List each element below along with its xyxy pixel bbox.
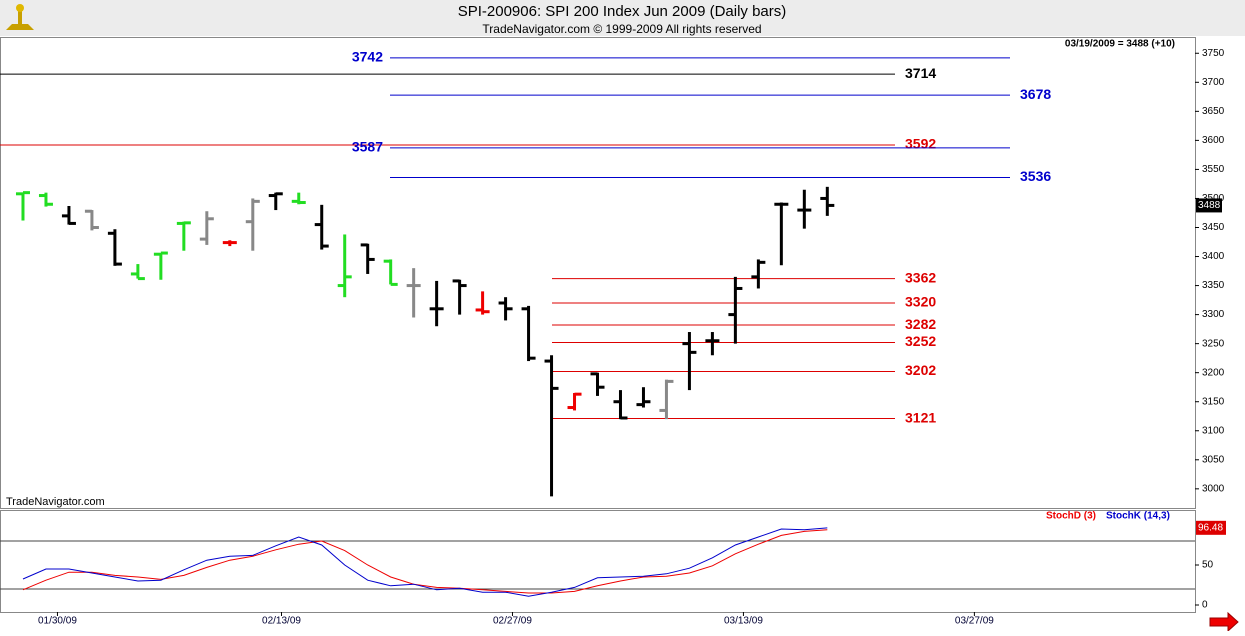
level-label: 3678 [1020, 86, 1051, 102]
level-label: 3587 [352, 139, 383, 155]
level-label: 3282 [905, 316, 936, 332]
indicator-line [22, 527, 828, 597]
y-tick-label: 3000 [1202, 483, 1225, 494]
y-tick-label: 0 [1202, 600, 1208, 611]
chart-subtitle: TradeNavigator.com © 1999-2009 All right… [482, 22, 761, 36]
legend-entry: StochK (14,3) [1106, 511, 1170, 522]
last-price-box [1196, 198, 1222, 213]
y-tick-label: 3200 [1202, 367, 1225, 378]
y-tick-label: 3350 [1202, 280, 1225, 291]
price-panel [0, 37, 1196, 509]
level-label: 3320 [905, 294, 936, 310]
indicator-line [22, 529, 828, 594]
y-tick-label: 3450 [1202, 222, 1225, 233]
indicator-panel [0, 510, 1196, 613]
level-label: 3742 [352, 49, 383, 65]
scroll-arrow[interactable] [1209, 611, 1239, 633]
legend-entry: StochD (3) [1046, 511, 1096, 522]
indicator-value-label: 96.48 [1198, 522, 1223, 533]
level-label: 3202 [905, 362, 936, 378]
logo [6, 4, 34, 30]
watermark: TradeNavigator.com [6, 496, 105, 508]
indicator-value-box [1196, 520, 1226, 535]
chart-title: SPI-200906: SPI 200 Index Jun 2009 (Dail… [458, 3, 787, 20]
y-tick-label: 3250 [1202, 338, 1225, 349]
y-tick-label: 3750 [1202, 48, 1225, 59]
y-tick-label: 3100 [1202, 425, 1225, 436]
level-label: 3536 [1020, 168, 1051, 184]
level-label: 3121 [905, 409, 936, 425]
level-label: 3362 [905, 269, 936, 285]
y-tick-label: 3550 [1202, 164, 1225, 175]
level-label: 3592 [905, 136, 936, 152]
y-tick-label: 3150 [1202, 396, 1225, 407]
y-tick-label: 3400 [1202, 251, 1225, 262]
y-tick-label: 3700 [1202, 77, 1225, 88]
last-price-label: 3488 [1198, 200, 1221, 211]
y-tick-label: 50 [1202, 560, 1214, 571]
level-label: 3252 [905, 333, 936, 349]
x-tick-label: 01/30/09 [38, 616, 77, 627]
y-tick-label: 3600 [1202, 135, 1225, 146]
y-tick-label: 3050 [1202, 454, 1225, 465]
header [0, 0, 1245, 36]
x-tick-label: 03/27/09 [955, 616, 994, 627]
status-text: 03/19/2009 = 3488 (+10) [1065, 39, 1175, 50]
y-tick-label: 3300 [1202, 309, 1225, 320]
y-tick-label: 3650 [1202, 106, 1225, 117]
x-tick-label: 03/13/09 [724, 616, 763, 627]
x-tick-label: 02/27/09 [493, 616, 532, 627]
x-tick-label: 02/13/09 [262, 616, 301, 627]
level-label: 3714 [905, 65, 936, 81]
